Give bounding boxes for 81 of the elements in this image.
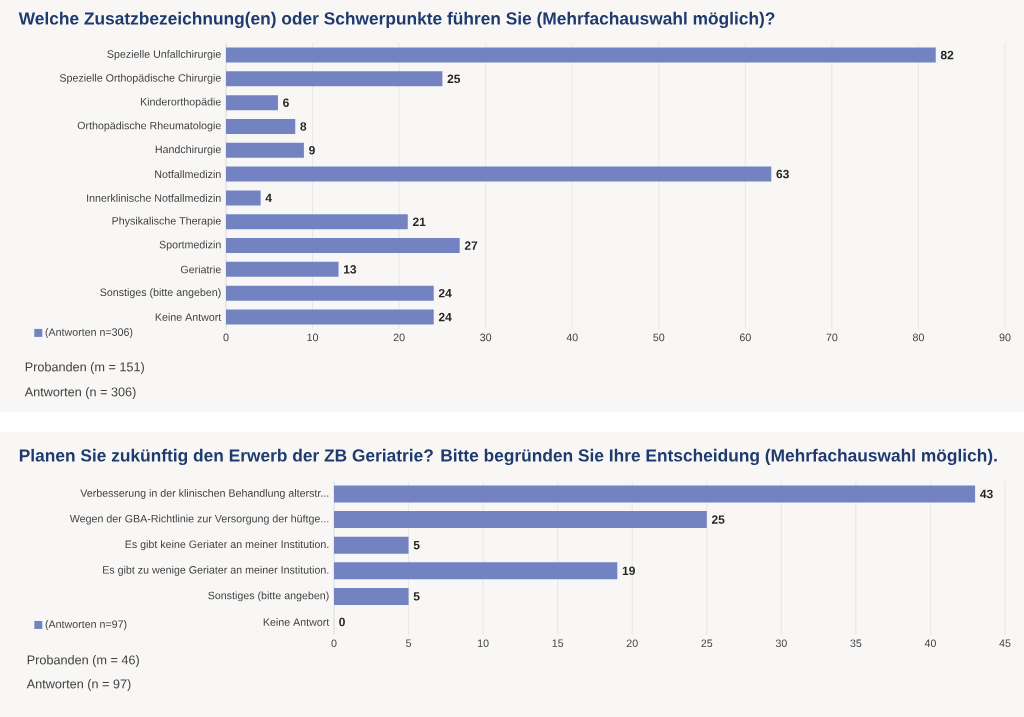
data-label: 25 — [447, 74, 461, 84]
x-tick-label: 25 — [701, 639, 713, 648]
y-tick-label: Physikalische Therapie — [112, 216, 221, 227]
x-tick-label: 80 — [912, 333, 924, 342]
y-tick-label: Sonstiges (bitte angeben) — [208, 591, 329, 602]
y-tick-label: Sportmedizin — [159, 240, 221, 251]
x-tick-label: 90 — [999, 333, 1011, 342]
x-tick-label: 20 — [626, 639, 638, 648]
legend-label: (Antworten n=97) — [45, 620, 127, 631]
x-tick-label: 10 — [478, 639, 489, 648]
y-tick-label: Orthopädische Rheumatologie — [77, 121, 221, 132]
x-tick-label: 60 — [739, 333, 751, 342]
y-tick-label: Wegen der GBA-Richtlinie zur Versorgung der hüftge... — [69, 514, 329, 525]
legend-label: (Antworten n=306) — [45, 328, 133, 338]
bar — [226, 238, 460, 254]
bar — [226, 285, 434, 301]
x-tick-label: 20 — [393, 333, 405, 342]
y-tick-label: Verbesserung in der klinischen Behandlung alterstr... — [80, 489, 329, 499]
bar — [226, 190, 261, 206]
text: Antworten (n = 306) — [24, 387, 136, 399]
data-label: 5 — [413, 592, 420, 601]
data-label: 24 — [438, 312, 452, 322]
bar — [226, 47, 936, 63]
bar — [334, 587, 409, 605]
x-tick-label: 0 — [223, 333, 229, 342]
y-tick-label: Notfallmedizin — [155, 170, 221, 179]
data-label: 25 — [711, 515, 725, 524]
data-label: 13 — [343, 265, 357, 274]
bar — [334, 536, 409, 554]
data-label: 19 — [622, 566, 635, 576]
y-tick-label: Keine Antwort — [155, 313, 222, 321]
x-tick-label: 40 — [566, 333, 578, 342]
y-tick-label: Es gibt zu wenige Geriater an meiner Institution. — [103, 565, 329, 576]
bar — [226, 261, 339, 277]
chart-title: Welche Zusatzbezeichnung(en) oder Schwerpunkte führen Sie (Mehrfachauswahl möglich)? — [18, 11, 775, 29]
bar — [334, 485, 976, 503]
x-tick-label: 0 — [331, 639, 337, 648]
x-tick-label: 30 — [775, 639, 787, 648]
x-tick-label: 40 — [924, 639, 936, 648]
y-tick-label: Innerklinische Notfallmedizin — [87, 193, 221, 202]
y-tick-label: Handchirurgie — [155, 145, 221, 156]
data-label: 43 — [980, 489, 993, 499]
y-tick-label: Geriatrie — [180, 265, 221, 274]
bar — [226, 142, 304, 158]
data-label: 24 — [438, 288, 452, 298]
x-tick-label: 35 — [850, 639, 862, 648]
data-label: 9 — [309, 146, 315, 155]
bar — [226, 71, 443, 87]
x-tick-label: 70 — [826, 333, 838, 342]
x-tick-label: 10 — [307, 333, 319, 342]
bar — [226, 166, 772, 182]
bar — [226, 309, 434, 325]
data-label: 63 — [776, 169, 789, 179]
text: Probanden (m = 151) — [25, 362, 144, 374]
bar — [226, 214, 408, 230]
data-label: 4 — [265, 193, 272, 203]
data-label: 0 — [339, 617, 345, 627]
text: Antworten (n = 97) — [26, 679, 131, 691]
y-tick-label: Es gibt keine Geriater an meiner Institution. — [125, 540, 329, 551]
x-tick-label: 5 — [406, 639, 412, 647]
bar — [226, 95, 278, 111]
bar — [334, 562, 618, 580]
chart-title: Planen Sie zukünftig den Erwerb der ZB Geriatrie? Bitte begründen Sie Ihre Entscheidung (Mehrfachauswahl möglich). — [19, 448, 997, 466]
data-label: 82 — [940, 50, 954, 60]
bar — [334, 511, 707, 529]
x-tick-label: 30 — [480, 333, 492, 342]
y-tick-label: Spezielle Orthopädische Chirurgie — [59, 73, 221, 84]
y-tick-label: Keine Antwort — [263, 618, 330, 626]
x-tick-label: 45 — [999, 639, 1011, 647]
x-tick-label: 50 — [653, 333, 665, 342]
y-tick-label: Sonstiges (bitte angeben) — [100, 288, 221, 299]
data-label: 6 — [283, 98, 289, 107]
bar — [226, 118, 296, 134]
y-tick-label: Kinderorthopädie — [140, 97, 221, 108]
text: Probanden (m = 46) — [27, 655, 139, 667]
data-label: 21 — [412, 217, 426, 226]
data-label: 5 — [413, 541, 420, 550]
data-label: 8 — [300, 122, 307, 131]
y-tick-label: Spezielle Unfallchirurgie — [107, 50, 221, 60]
data-label: 27 — [464, 241, 478, 250]
x-tick-label: 15 — [552, 639, 564, 647]
